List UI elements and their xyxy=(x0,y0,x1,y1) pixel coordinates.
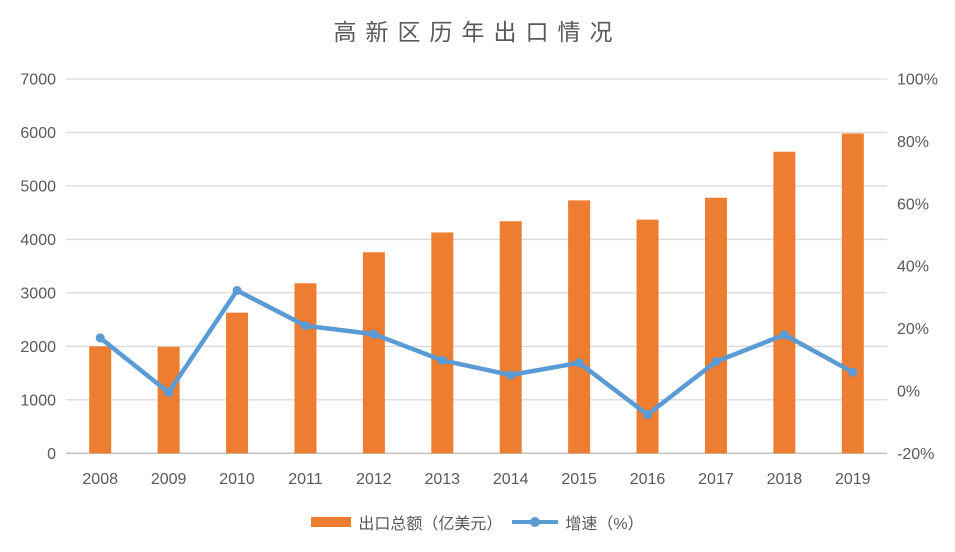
growth-marker-2010 xyxy=(232,285,242,295)
growth-marker-2009 xyxy=(164,387,174,397)
growth-marker-2019 xyxy=(848,367,858,377)
chart-title: 高新区历年出口情况 xyxy=(333,20,622,46)
x-axis-category-label: 2009 xyxy=(151,471,187,488)
x-axis-category-label: 2015 xyxy=(561,471,597,488)
x-axis-category-label: 2017 xyxy=(698,471,734,488)
bar-2013 xyxy=(431,232,454,454)
growth-line xyxy=(97,288,856,417)
legend-line-marker-icon xyxy=(512,517,559,527)
bar-2016 xyxy=(636,219,659,454)
bar-2019 xyxy=(841,133,864,454)
x-axis-category-label: 2013 xyxy=(424,471,460,488)
growth-marker-2016 xyxy=(643,410,653,420)
growth-marker-2011 xyxy=(300,321,310,331)
bar-2012 xyxy=(362,252,385,454)
right-axis-tick-label: 40% xyxy=(897,259,929,276)
bar-2015 xyxy=(568,200,591,454)
growth-marker-2015 xyxy=(574,358,584,368)
growth-marker-2013 xyxy=(437,355,447,365)
left-axis-tick-label: 6000 xyxy=(20,125,56,142)
right-axis-tick-label: 80% xyxy=(897,134,929,151)
right-axis-tick-label: -20% xyxy=(897,446,934,463)
left-axis-tick-label: 4000 xyxy=(20,232,56,249)
legend-exports-label: 出口总额（亿美元） xyxy=(358,516,503,533)
legend-item-growth: 增速（%） xyxy=(512,510,644,534)
x-axis-category-label: 2011 xyxy=(288,471,323,488)
x-axis-category-label: 2019 xyxy=(835,471,871,488)
bar-2018 xyxy=(773,151,796,454)
growth-marker-2008 xyxy=(95,333,105,343)
x-axis-category-label: 2012 xyxy=(356,471,392,488)
left-axis-tick-label: 5000 xyxy=(20,178,56,195)
left-axis-tick-label: 7000 xyxy=(20,72,56,89)
right-axis-tick-label: 100% xyxy=(897,72,938,89)
left-axis-tick-label: 1000 xyxy=(20,392,56,409)
growth-marker-2017 xyxy=(711,357,721,367)
x-axis-category-label: 2008 xyxy=(82,471,118,488)
bar-2008 xyxy=(89,346,112,454)
bar-2017 xyxy=(704,197,727,454)
left-axis-tick-label: 3000 xyxy=(20,285,56,302)
right-axis-tick-label: 60% xyxy=(897,196,929,213)
bar-2014 xyxy=(499,221,522,454)
legend-growth-label: 增速（%） xyxy=(565,516,644,533)
left-axis-tick-label: 2000 xyxy=(20,339,56,356)
bar-2011 xyxy=(294,283,317,454)
bar-2010 xyxy=(226,312,249,454)
bar-2009 xyxy=(157,346,180,454)
right-axis-tick-label: 20% xyxy=(897,321,929,338)
legend-item-exports: 出口总额（亿美元） xyxy=(311,510,502,534)
x-axis-category-label: 2010 xyxy=(219,471,255,488)
x-axis-category-label: 2018 xyxy=(767,471,803,488)
legend-bar-swatch-icon xyxy=(311,517,352,527)
x-axis-category-label: 2014 xyxy=(493,471,529,488)
growth-marker-2014 xyxy=(506,370,516,380)
growth-marker-2012 xyxy=(369,329,379,339)
right-axis-tick-label: 0% xyxy=(897,383,920,400)
left-axis-tick-label: 0 xyxy=(47,446,56,463)
growth-marker-2018 xyxy=(779,330,789,340)
chart-legend: 出口总额（亿美元） 增速（%） xyxy=(0,510,955,534)
x-axis-category-label: 2016 xyxy=(630,471,666,488)
